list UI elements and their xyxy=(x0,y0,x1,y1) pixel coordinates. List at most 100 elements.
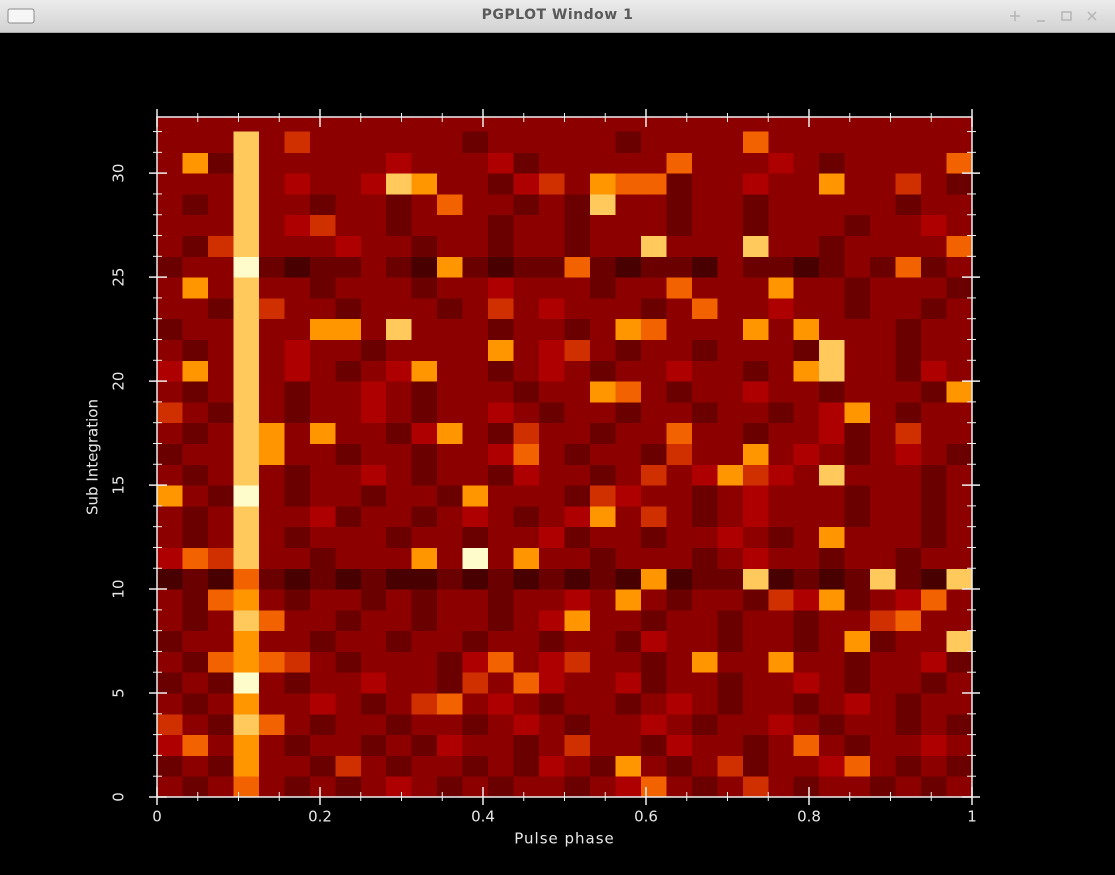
heatmap-cell xyxy=(335,381,362,403)
heatmap-cell xyxy=(564,297,591,320)
close-button[interactable] xyxy=(1087,11,1097,21)
heatmap-cell xyxy=(870,526,897,548)
heatmap-cell xyxy=(717,297,744,320)
heatmap-cell xyxy=(921,776,948,798)
heatmap-cell xyxy=(946,235,973,257)
heatmap-cell xyxy=(335,713,362,736)
heatmap-cell xyxy=(870,381,897,403)
heatmap-cell xyxy=(411,173,438,195)
heatmap-cell xyxy=(386,609,413,632)
heatmap-cell xyxy=(691,401,718,424)
heatmap-cell xyxy=(768,256,795,278)
heatmap-cell xyxy=(870,339,897,361)
heatmap-cell xyxy=(819,214,846,237)
heatmap-cell xyxy=(411,630,438,652)
heatmap-cell xyxy=(615,173,642,195)
heatmap-cell xyxy=(564,609,591,632)
heatmap-cell xyxy=(488,318,515,341)
heatmap-cell xyxy=(666,152,693,174)
heatmap-cell xyxy=(258,547,285,569)
heatmap-cell xyxy=(233,360,260,382)
heatmap-cell xyxy=(921,755,948,777)
heatmap-cell xyxy=(157,173,183,195)
heatmap-cell xyxy=(615,526,642,548)
heatmap-cell xyxy=(793,630,820,652)
heatmap-cell xyxy=(895,256,922,278)
heatmap-cell xyxy=(386,214,413,237)
heatmap-cell xyxy=(539,381,565,403)
pin-button[interactable] xyxy=(1010,11,1020,21)
heatmap-cell xyxy=(539,152,565,174)
heatmap-cell xyxy=(258,526,285,548)
heatmap-cell xyxy=(870,360,897,382)
heatmap-cell xyxy=(870,547,897,569)
heatmap-cell xyxy=(589,131,616,153)
heatmap-cell xyxy=(564,526,591,548)
heatmap-cell xyxy=(386,630,413,652)
heatmap-cell xyxy=(946,214,973,237)
heatmap-cell xyxy=(284,526,311,548)
heatmap-cell xyxy=(488,401,515,424)
heatmap-cell xyxy=(258,651,285,673)
heatmap-cell xyxy=(564,485,591,507)
heatmap-cell xyxy=(309,672,336,694)
heatmap-cell xyxy=(462,173,489,195)
heatmap-cell xyxy=(386,360,413,382)
heatmap-cell xyxy=(157,609,183,632)
heatmap-cell xyxy=(640,630,667,652)
heatmap-cell xyxy=(360,256,387,278)
heatmap-cell xyxy=(284,235,311,257)
heatmap-cell xyxy=(207,755,234,777)
heatmap-cell xyxy=(589,173,616,195)
heatmap-cell xyxy=(666,381,693,403)
heatmap-cell xyxy=(233,609,260,632)
heatmap-cell xyxy=(589,360,616,382)
heatmap-cell xyxy=(488,609,515,632)
heatmap-cell xyxy=(411,443,438,465)
maximize-button[interactable] xyxy=(1061,11,1072,21)
heatmap-cell xyxy=(437,464,464,486)
heatmap-cell xyxy=(462,360,489,382)
heatmap-cell xyxy=(411,651,438,673)
heatmap-cell xyxy=(589,609,616,632)
heatmap-cell xyxy=(207,173,234,195)
heatmap-cell xyxy=(233,256,260,278)
heatmap-cell xyxy=(793,360,820,382)
heatmap-cell xyxy=(157,776,183,798)
heatmap-cell xyxy=(589,339,616,361)
heatmap-cell xyxy=(895,131,922,153)
heatmap-cell xyxy=(360,485,387,507)
heatmap-cell xyxy=(309,360,336,382)
heatmap-cell xyxy=(768,485,795,507)
window-menu-icon[interactable] xyxy=(7,8,35,24)
heatmap-cell xyxy=(819,381,846,403)
heatmap-cell xyxy=(921,173,948,195)
heatmap-cell xyxy=(564,755,591,777)
heatmap-cell xyxy=(437,713,464,736)
heatmap-cell xyxy=(640,235,667,257)
heatmap-cell xyxy=(921,609,948,632)
heatmap-cell xyxy=(691,256,718,278)
heatmap-cell xyxy=(157,505,183,528)
heatmap-cell xyxy=(895,568,922,590)
heatmap-cell xyxy=(309,755,336,777)
heatmap-cell xyxy=(742,526,769,548)
heatmap-cell xyxy=(284,693,311,715)
heatmap-cell xyxy=(921,526,948,548)
heatmap-cell xyxy=(564,152,591,174)
heatmap-cell xyxy=(233,568,260,590)
heatmap-cell xyxy=(207,318,234,341)
heatmap-cell xyxy=(207,547,234,569)
heatmap-cell xyxy=(666,318,693,341)
heatmap-cell xyxy=(768,651,795,673)
heatmap-cell xyxy=(640,318,667,341)
heatmap-cell xyxy=(157,713,183,736)
heatmap-cell xyxy=(411,277,438,299)
heatmap-cell xyxy=(946,505,973,528)
heatmap-cell xyxy=(819,256,846,278)
heatmap-cell xyxy=(844,318,871,341)
heatmap-cell xyxy=(870,214,897,237)
heatmap-cell xyxy=(564,589,591,611)
heatmap-cell xyxy=(742,152,769,174)
heatmap-cell xyxy=(666,568,693,590)
